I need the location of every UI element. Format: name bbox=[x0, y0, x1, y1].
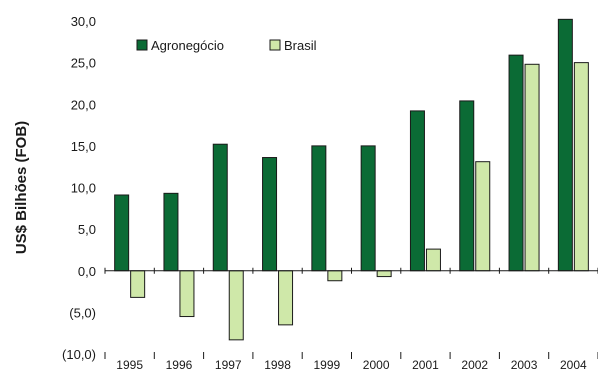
legend-swatch-agronegocio bbox=[136, 39, 148, 51]
y-tick-label: 0,0 bbox=[78, 264, 96, 279]
bar-agronegocio-1996 bbox=[163, 192, 179, 272]
bar-agronegocio-2000 bbox=[360, 145, 376, 272]
bar-brasil-2004 bbox=[573, 62, 589, 272]
x-tick-label: 2003 bbox=[511, 358, 538, 370]
legend-swatch-brasil bbox=[269, 39, 281, 51]
bar-brasil-1998 bbox=[278, 270, 294, 326]
x-tick-label: 1999 bbox=[313, 358, 340, 370]
y-axis-title: US$ Bilhões (FOB) bbox=[13, 121, 30, 254]
legend-label-agronegocio: Agronegócio bbox=[151, 38, 224, 53]
bar-agronegocio-2003 bbox=[508, 54, 524, 272]
x-axis: 1995 1996 1997 1998 1999 2000 2001 2002 2003 2004 bbox=[104, 267, 598, 370]
y-tick-label: (10,0) bbox=[62, 347, 96, 362]
bar-brasil-2000 bbox=[376, 270, 392, 278]
x-tick-label: 2000 bbox=[363, 358, 390, 370]
x-tick-label: 1997 bbox=[215, 358, 242, 370]
x-tick-label: 2004 bbox=[560, 358, 587, 370]
x-tick-label: 1996 bbox=[166, 358, 193, 370]
bar-agronegocio-2002 bbox=[459, 100, 475, 272]
bar-brasil-1995 bbox=[130, 270, 146, 298]
y-tick-label: 5,0 bbox=[78, 222, 96, 237]
bar-agronegocio-2001 bbox=[409, 110, 425, 272]
bars bbox=[114, 18, 589, 341]
y-tick-label: 30,0 bbox=[71, 14, 96, 29]
x-tick-label: 1998 bbox=[264, 358, 291, 370]
x-tick-label: 1995 bbox=[116, 358, 143, 370]
x-tick-label: 2002 bbox=[461, 358, 488, 370]
bar-brasil-1997 bbox=[228, 270, 244, 341]
bar-agronegocio-1998 bbox=[262, 157, 278, 272]
bar-agronegocio-1995 bbox=[114, 194, 130, 272]
y-tick-label: 20,0 bbox=[71, 97, 96, 112]
bar-agronegocio-1997 bbox=[212, 143, 228, 272]
bar-brasil-2002 bbox=[475, 161, 491, 272]
bar-brasil-2003 bbox=[524, 63, 540, 272]
x-tick-label: 2001 bbox=[412, 358, 439, 370]
y-axis: 30,0 25,0 20,0 15,0 10,0 5,0 0,0 (5,0) (10,0) bbox=[62, 14, 96, 362]
y-tick-label: 10,0 bbox=[71, 181, 96, 196]
bar-brasil-2001 bbox=[425, 248, 441, 272]
y-tick-label: 25,0 bbox=[71, 56, 96, 71]
bar-agronegocio-2004 bbox=[557, 18, 573, 272]
y-tick-label: 15,0 bbox=[71, 139, 96, 154]
legend: Agronegócio Brasil bbox=[136, 38, 317, 53]
bar-brasil-1996 bbox=[179, 270, 195, 318]
legend-label-brasil: Brasil bbox=[284, 38, 317, 53]
bar-brasil-1999 bbox=[327, 270, 343, 282]
y-tick-label: (5,0) bbox=[69, 305, 96, 320]
bar-agronegocio-1999 bbox=[311, 145, 327, 272]
